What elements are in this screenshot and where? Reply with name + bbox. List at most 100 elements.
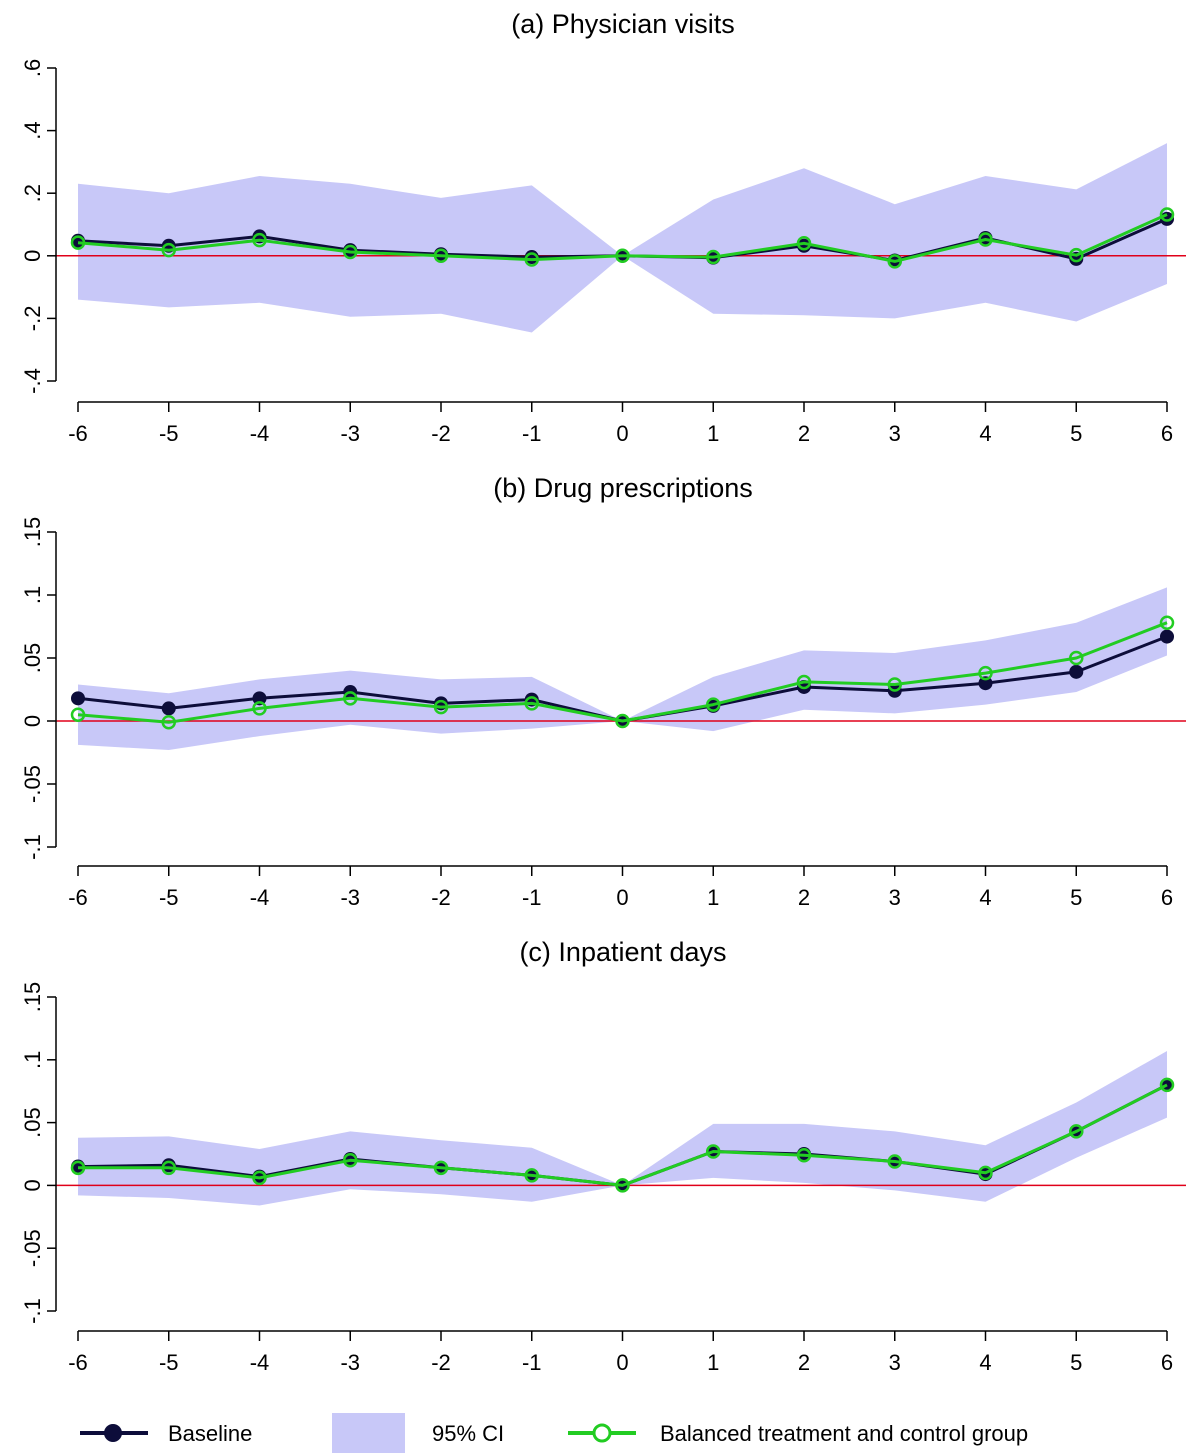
point-balanced (524, 696, 539, 711)
point-balanced (706, 1144, 721, 1159)
point-balanced (70, 707, 86, 722)
x-tick-label: 4 (979, 421, 991, 446)
point-baseline (161, 701, 176, 716)
legend-baseline-marker (104, 1424, 122, 1442)
point-balanced (161, 1160, 176, 1176)
point-balanced (796, 674, 812, 690)
point-baseline (1160, 629, 1174, 644)
point-balanced (70, 235, 86, 250)
x-tick-label: 1 (707, 421, 719, 446)
x-tick-label: 1 (707, 885, 719, 910)
point-balanced (615, 248, 630, 264)
x-tick-label: 5 (1070, 421, 1082, 446)
x-tick-label: -3 (340, 1350, 360, 1375)
ci-band (78, 143, 1167, 333)
y-tick-label: .05 (20, 1107, 45, 1138)
x-tick-label: -4 (250, 885, 270, 910)
x-tick-label: 0 (616, 885, 628, 910)
series-line-balanced (77, 621, 1168, 724)
point-balanced (343, 1153, 358, 1168)
y-tick-label: .05 (20, 643, 45, 674)
x-tick-label: 3 (889, 885, 901, 910)
point-balanced (433, 248, 449, 264)
y-tick-label: .2 (20, 184, 45, 202)
chart-panel-1: (a) Physician visits -.4 -.2 0 .2 .4 .6 -6 -5 -4 -… (20, 9, 1186, 446)
x-tick-label: 1 (707, 1350, 719, 1375)
legend-ci-label: 95% CI (432, 1421, 504, 1446)
x-tick-label: 0 (616, 1350, 628, 1375)
x-tick-label: 6 (1161, 421, 1173, 446)
point-balanced (706, 249, 721, 265)
x-tick-label: 4 (979, 885, 991, 910)
point-balanced (433, 1160, 449, 1176)
x-tick-label: 6 (1161, 885, 1173, 910)
chart-title: (a) Physician visits (511, 9, 735, 39)
point-balanced (1159, 615, 1175, 630)
point-balanced (978, 232, 993, 247)
chart-panels: (a) Physician visits -.4 -.2 0 .2 .4 .6 -6 -5 -4 -… (20, 9, 1186, 1375)
point-balanced (70, 1160, 86, 1176)
point-balanced (887, 1154, 902, 1169)
x-tick-label: 3 (889, 421, 901, 446)
x-tick-label: -6 (68, 885, 88, 910)
point-balanced (615, 1178, 630, 1193)
point-balanced (524, 1168, 539, 1183)
x-tick-label: -4 (250, 1350, 270, 1375)
x-tick-label: -2 (431, 421, 451, 446)
legend-item-baseline: Baseline (80, 1421, 252, 1446)
legend-item-balanced: Balanced treatment and control group (568, 1421, 1028, 1446)
x-tick-label: 0 (616, 421, 628, 446)
point-balanced (978, 665, 993, 681)
y-tick-label: .15 (20, 517, 45, 548)
point-balanced (433, 699, 449, 715)
x-tick-label: -2 (431, 885, 451, 910)
y-tick-label: 0 (20, 1179, 45, 1191)
point-balanced (161, 242, 176, 258)
legend-baseline-label: Baseline (168, 1421, 252, 1446)
point-balanced (1159, 207, 1175, 222)
y-tick-label: -.1 (20, 1298, 45, 1324)
y-tick-label: -.2 (20, 306, 45, 332)
point-baseline (71, 691, 85, 706)
chart-panel-3: (c) Inpatient days -.1 -.05 0 .05 .1 .15 -6 -5 -4… (20, 937, 1186, 1375)
point-balanced (1069, 650, 1084, 666)
x-tick-label: -1 (522, 421, 542, 446)
point-balanced (615, 713, 630, 729)
point-balanced (252, 701, 267, 716)
point-baseline (1069, 664, 1084, 679)
y-tick-label: -.4 (20, 368, 45, 394)
x-tick-label: -5 (159, 1350, 179, 1375)
y-tick-label: .4 (20, 121, 45, 139)
x-tick-label: 2 (798, 885, 810, 910)
chart-title: (b) Drug prescriptions (493, 473, 753, 503)
x-tick-label: -1 (522, 1350, 542, 1375)
point-balanced (1159, 1077, 1175, 1093)
x-tick-label: -6 (68, 1350, 88, 1375)
x-tick-label: 3 (889, 1350, 901, 1375)
point-balanced (796, 1148, 812, 1163)
x-tick-label: -5 (159, 421, 179, 446)
ci-band (78, 587, 1167, 750)
x-tick-label: 5 (1070, 1350, 1082, 1375)
point-balanced (524, 252, 539, 267)
legend-item-ci: 95% CI (332, 1413, 504, 1453)
series-line-balanced (77, 213, 1168, 263)
point-balanced (343, 691, 358, 706)
y-tick-label: .6 (20, 59, 45, 77)
x-tick-label: -3 (340, 885, 360, 910)
legend-balanced-label: Balanced treatment and control group (660, 1421, 1028, 1446)
y-tick-label: -.1 (20, 834, 45, 860)
chart-panel-2: (b) Drug prescriptions -.1 -.05 0 .05 .1 .15 -6… (20, 473, 1186, 910)
point-balanced (706, 697, 721, 712)
y-tick-label: .1 (20, 586, 45, 604)
x-tick-label: -3 (340, 421, 360, 446)
chart-title: (c) Inpatient days (519, 937, 726, 967)
point-balanced (1069, 1124, 1084, 1139)
y-tick-label: .1 (20, 1051, 45, 1069)
point-balanced (796, 236, 812, 251)
point-balanced (1069, 247, 1084, 263)
x-tick-label: 6 (1161, 1350, 1173, 1375)
y-tick-label: .15 (20, 982, 45, 1013)
y-tick-label: -.05 (20, 765, 45, 803)
